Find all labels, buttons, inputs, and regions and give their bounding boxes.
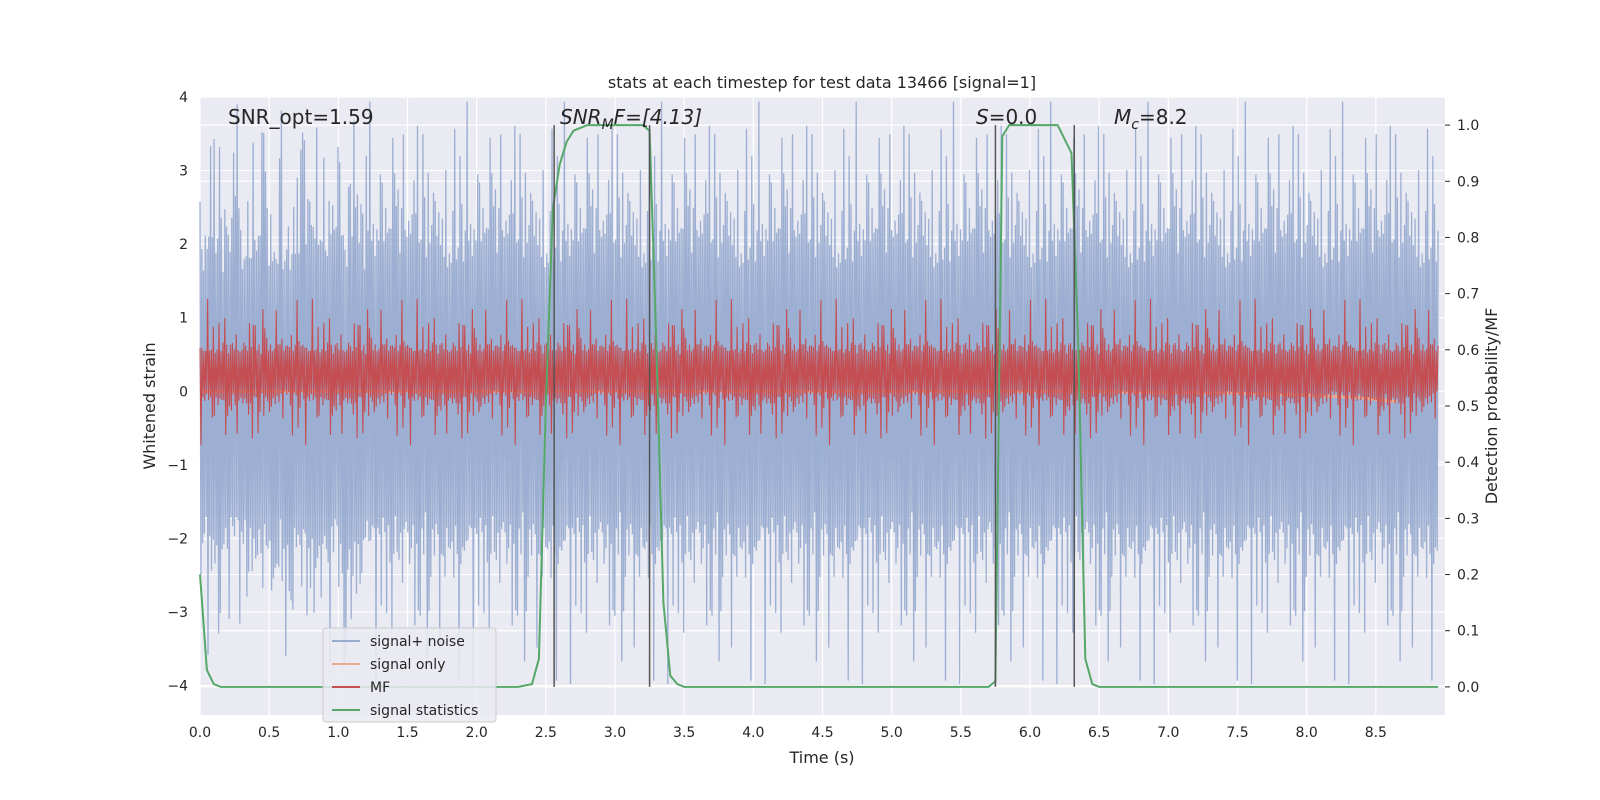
y-tick-label: 2 [179, 237, 188, 253]
x-tick-label: 2.5 [535, 725, 557, 741]
x-tick-label: 6.0 [1019, 725, 1041, 741]
x-tick-label: 5.0 [881, 725, 903, 741]
y-tick-label: −3 [167, 605, 188, 621]
annotation-s-tail: =0.0 [989, 105, 1038, 129]
x-tick-label: 4.0 [742, 725, 764, 741]
y2-tick-label: 0.9 [1457, 174, 1479, 190]
y2-tick-label: 0.4 [1457, 455, 1479, 471]
legend-label-signal-noise: signal+ noise [370, 634, 465, 650]
x-tick-label: 3.5 [673, 725, 695, 741]
y-axis-label: Whitened strain [140, 342, 159, 469]
annotation-snr-mf: SNRMF=[4.13] [560, 105, 702, 133]
x-axis-label: Time (s) [788, 748, 854, 767]
y-tick-label: 1 [179, 311, 188, 327]
legend-label-mf: MF [370, 680, 390, 696]
legend-label-signal-only: signal only [370, 657, 445, 673]
x-tick-label: 6.5 [1088, 725, 1110, 741]
legend-box [322, 627, 497, 723]
x-tick-label: 8.0 [1296, 725, 1318, 741]
x-tick-label: 1.0 [327, 725, 349, 741]
x-tick-label: 4.5 [811, 725, 833, 741]
x-tick-label: 0.0 [189, 725, 211, 741]
x-tick-label: 8.5 [1365, 725, 1387, 741]
y-tick-label: 3 [179, 164, 188, 180]
y-tick-label: 0 [179, 384, 188, 400]
data-layer [199, 101, 1439, 688]
y2-tick-label: 0.7 [1457, 287, 1479, 303]
annotation-mc-tail: =8.2 [1139, 105, 1188, 129]
x-tick-label: 1.5 [396, 725, 418, 741]
vertical-lines [553, 125, 1076, 687]
y2-tick-label: 1.0 [1457, 118, 1479, 134]
y-tick-label: −1 [167, 458, 188, 474]
legend: signal+ noise signal only MF signal stat… [322, 627, 497, 723]
y-tick-label: −2 [167, 531, 188, 547]
ticks: 0.0 0.5 1.0 1.5 2.0 2.5 3.0 3.5 4.0 4.5 5.0 5.5 6.0 6… [167, 90, 1479, 741]
annotation-mc-sub: c [1131, 117, 1139, 133]
x-tick-label: 7.0 [1157, 725, 1179, 741]
y2-tick-label: 0.3 [1457, 511, 1479, 527]
y-tick-label: −4 [167, 679, 188, 695]
y2-tick-label: 0.0 [1457, 680, 1479, 696]
annotation-snr-mf-tail: F=[4.13] [614, 105, 702, 129]
x-tick-label: 3.0 [604, 725, 626, 741]
annotation-s-main: S [976, 105, 989, 129]
y2-tick-label: 0.6 [1457, 343, 1479, 359]
y2-tick-label: 0.2 [1457, 568, 1479, 584]
y2-tick-label: 0.8 [1457, 230, 1479, 246]
chart-title: stats at each timestep for test data 134… [608, 73, 1036, 92]
x-tick-label: 2.0 [466, 725, 488, 741]
y2-axis-label: Detection probability/MF [1482, 308, 1501, 505]
y2-tick-label: 0.1 [1457, 624, 1479, 640]
y2-tick-label: 0.5 [1457, 399, 1479, 415]
legend-label-signal-statistics: signal statistics [370, 703, 478, 719]
x-tick-label: 7.5 [1226, 725, 1248, 741]
annotation-snr-mf-main: SNR [560, 105, 602, 129]
series-mf [199, 298, 1439, 446]
y-tick-label: 4 [179, 90, 188, 106]
annotation-s: S=0.0 [976, 105, 1037, 129]
annotation-mc-main: M [1114, 105, 1131, 129]
annotation-snr-opt: SNR_opt=1.59 [228, 105, 374, 129]
annotation-mc: Mc=8.2 [1114, 105, 1188, 133]
x-tick-label: 0.5 [258, 725, 280, 741]
annotation-snr-mf-sub: M [602, 117, 614, 133]
x-tick-label: 5.5 [950, 725, 972, 741]
series-signal-noise [199, 101, 1439, 685]
